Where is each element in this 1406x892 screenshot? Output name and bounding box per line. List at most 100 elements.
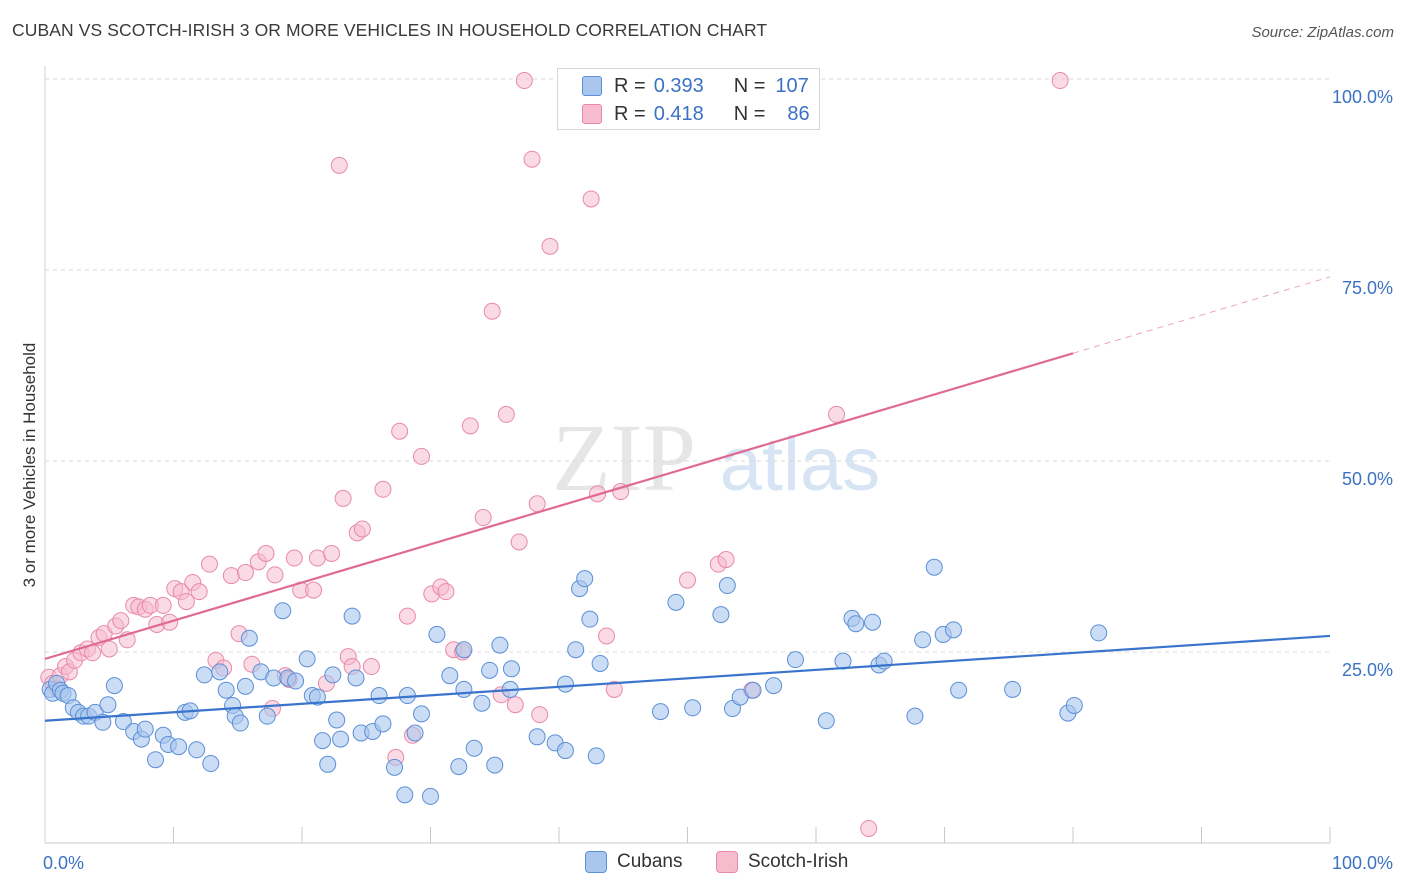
series-legend-cubans: Cubans [585, 851, 683, 873]
cuban-point [441, 667, 459, 685]
scotch-irish-point [353, 520, 371, 538]
cuban-point [556, 742, 574, 760]
cuban-point [236, 677, 254, 695]
scotch-irish-point [330, 156, 348, 174]
cuban-point [413, 705, 431, 723]
legend-r-value-cubans: 0.393 [653, 74, 704, 97]
cuban-point [240, 629, 258, 647]
scotch-irish-point [598, 627, 616, 645]
y-tick-label: 25.0% [1342, 660, 1393, 680]
cuban-point [99, 696, 117, 714]
cuban-point [258, 707, 276, 725]
cuban-point [328, 711, 346, 729]
y-tick-label: 50.0% [1342, 469, 1393, 489]
cuban-point [481, 661, 499, 679]
x-tick-label: 100.0% [1332, 853, 1393, 873]
cuban-point [314, 732, 332, 750]
cuban-trend-line [44, 634, 1331, 722]
cuban-point [473, 694, 491, 712]
scotch-irish-point [474, 509, 492, 527]
cuban-point [455, 641, 473, 659]
cuban-point [465, 739, 483, 757]
cuban-point [486, 756, 504, 774]
scotch-irish-trend-extension [1072, 276, 1331, 354]
x-tick-label: 0.0% [43, 853, 84, 873]
series-legend: Cubans Scotch-Irish [0, 851, 1406, 877]
cuban-point [684, 699, 702, 717]
cuban-point [287, 672, 305, 690]
scotch-irish-point [154, 596, 172, 614]
scotch-irish-point [334, 489, 352, 507]
cuban-point [298, 650, 316, 668]
scotch-irish-point [679, 571, 696, 589]
scotch-irish-point [515, 72, 533, 90]
cuban-point [744, 681, 762, 699]
scotch-irish-trend-line [44, 352, 1074, 660]
cuban-point [587, 747, 605, 765]
cuban-point [591, 654, 609, 672]
legend-row-scotch-irish: R = 0.418 N = 86 [558, 101, 810, 127]
scotch-irish-point [461, 417, 479, 435]
source-label: Source: ZipAtlas.com [1251, 24, 1394, 41]
legend-r-value-scotch-irish: 0.418 [653, 102, 704, 125]
scotch-irish-point [200, 555, 218, 573]
scotch-irish-point [528, 495, 546, 513]
y-axis-label: 3 or more Vehicles in Household [20, 342, 39, 588]
legend-n-key: N = [733, 74, 766, 97]
cuban-point [950, 681, 968, 699]
legend-n-value-scotch-irish: 86 [787, 102, 810, 125]
cuban-point [231, 714, 249, 732]
legend-r-key: R = [614, 74, 646, 97]
scotch-irish-point [541, 237, 559, 255]
scotch-irish-point [413, 447, 431, 465]
cuban-point [211, 663, 229, 681]
scotch-irish-point [717, 551, 735, 569]
chart-title: CUBAN VS SCOTCH-IRISH 3 OR MORE VEHICLES… [12, 20, 768, 40]
cuban-point [652, 703, 670, 721]
cuban-point [567, 641, 585, 659]
scotch-irish-point [285, 549, 303, 567]
legend-n-value-cubans: 107 [775, 74, 809, 97]
y-tick-label: 75.0% [1342, 278, 1393, 298]
cuban-point [428, 625, 446, 643]
cuban-point [202, 755, 220, 773]
cuban-point [576, 570, 594, 588]
scotch-irish-point [305, 581, 323, 599]
series-legend-scotch-irish: Scotch-Irish [716, 851, 848, 873]
scotch-irish-point [374, 480, 392, 498]
cuban-point [308, 688, 326, 706]
scotch-irish-point [266, 566, 284, 584]
scotch-irish-point [308, 549, 326, 567]
cuban-point [847, 615, 865, 633]
cuban-point [274, 602, 292, 620]
cuban-point [712, 606, 730, 624]
legend-n-key: N = [733, 102, 766, 125]
cuban-point [1065, 696, 1083, 714]
cuban-point [556, 675, 574, 693]
series-swatch-scotch-irish [716, 851, 738, 873]
cuban-point [906, 707, 924, 725]
scotch-irish-point [1051, 72, 1069, 90]
cuban-point [528, 728, 546, 746]
scotch-irish-point [257, 544, 275, 562]
scotch-irish-point [437, 583, 455, 601]
cuban-point [864, 613, 882, 631]
scotch-irish-point [323, 544, 341, 562]
series-label-scotch-irish: Scotch-Irish [748, 851, 849, 872]
scotch-irish-point [506, 696, 524, 714]
series-label-cubans: Cubans [617, 851, 683, 872]
cuban-point [170, 738, 188, 756]
legend-swatch-scotch-irish [582, 104, 602, 124]
cuban-point [195, 666, 213, 684]
cuban-point [502, 660, 520, 678]
y-tick-label: 100.0% [1332, 87, 1393, 107]
cuban-point [718, 577, 736, 595]
cuban-point [347, 669, 365, 687]
scotch-irish-point [222, 567, 240, 585]
series-swatch-cubans [585, 851, 607, 873]
cuban-point [105, 677, 123, 695]
cuban-point [944, 621, 962, 639]
scotch-irish-point [828, 405, 846, 423]
cuban-point [319, 755, 337, 773]
